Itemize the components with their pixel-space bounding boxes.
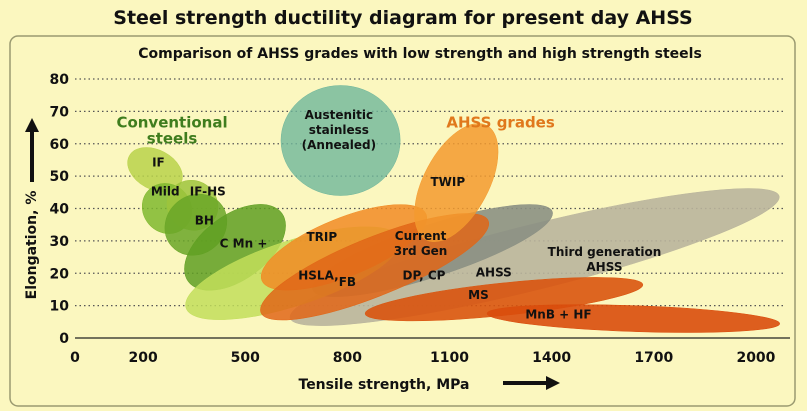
x-axis-label: Tensile strength, MPa	[299, 377, 470, 393]
region-label: DP, CP	[403, 269, 446, 283]
x-tick-label: 1100	[430, 350, 469, 366]
region-labels: Third generation AHSS Current 3rd Gen IF Mild…	[116, 108, 661, 322]
group-label: AHSS grades	[446, 114, 554, 132]
x-tick-label: 1400	[532, 350, 571, 366]
region-label: IF-HS	[190, 185, 226, 199]
x-tick-label: 800	[333, 350, 362, 366]
region-label: MnB + HF	[525, 308, 591, 322]
y-axis-label: Elongation, %	[24, 191, 40, 300]
region-label: AHSS	[476, 265, 512, 279]
region-label: C Mn +	[220, 236, 268, 250]
axes: 0 200 500 800 1100 1400 1700 2000 0 10 20 30 40 50 60 7…	[24, 72, 790, 393]
y-tick-label: 50	[50, 169, 70, 185]
steel-regions	[127, 85, 780, 333]
y-tick-label: 10	[50, 299, 70, 315]
x-tick-label: 1700	[634, 350, 673, 366]
region-label: HSLA,	[298, 269, 338, 283]
chart-title: Steel strength ductility diagram for pre…	[113, 7, 692, 29]
region-label: Mild	[151, 185, 180, 199]
y-tick-label: 0	[59, 331, 69, 347]
region-label: TRIP	[307, 230, 338, 244]
x-tick-label: 500	[231, 350, 260, 366]
y-tick-label: 40	[50, 202, 70, 218]
region-label: FB	[339, 275, 356, 289]
region-label: Third generation AHSS	[548, 245, 662, 274]
y-tick-label: 60	[50, 137, 70, 153]
steel-region	[280, 85, 401, 196]
y-tick-label: 30	[50, 234, 70, 250]
plot-frame	[9, 35, 796, 407]
x-axis-arrowhead	[546, 376, 560, 390]
x-tick-label: 200	[128, 350, 157, 366]
x-tick-label: 0	[70, 350, 80, 366]
region-label: BH	[195, 214, 214, 228]
region-label: IF	[152, 155, 165, 169]
region-label: Current 3rd Gen	[394, 229, 448, 258]
group-label: Conventional steels	[116, 114, 227, 148]
x-tick-label: 2000	[736, 350, 775, 366]
y-axis-arrowhead	[25, 118, 39, 132]
steel-region	[486, 304, 780, 333]
y-tick-label: 70	[50, 104, 70, 120]
y-tick-label: 80	[50, 72, 70, 88]
region-label: MS	[468, 288, 489, 302]
region-label: TWIP	[430, 175, 465, 189]
region-label: Austenitic stainless (Annealed)	[302, 108, 376, 152]
y-tick-label: 20	[50, 266, 70, 282]
steel-region	[414, 123, 499, 242]
chart-subtitle: Comparison of AHSS grades with low stren…	[138, 46, 702, 62]
